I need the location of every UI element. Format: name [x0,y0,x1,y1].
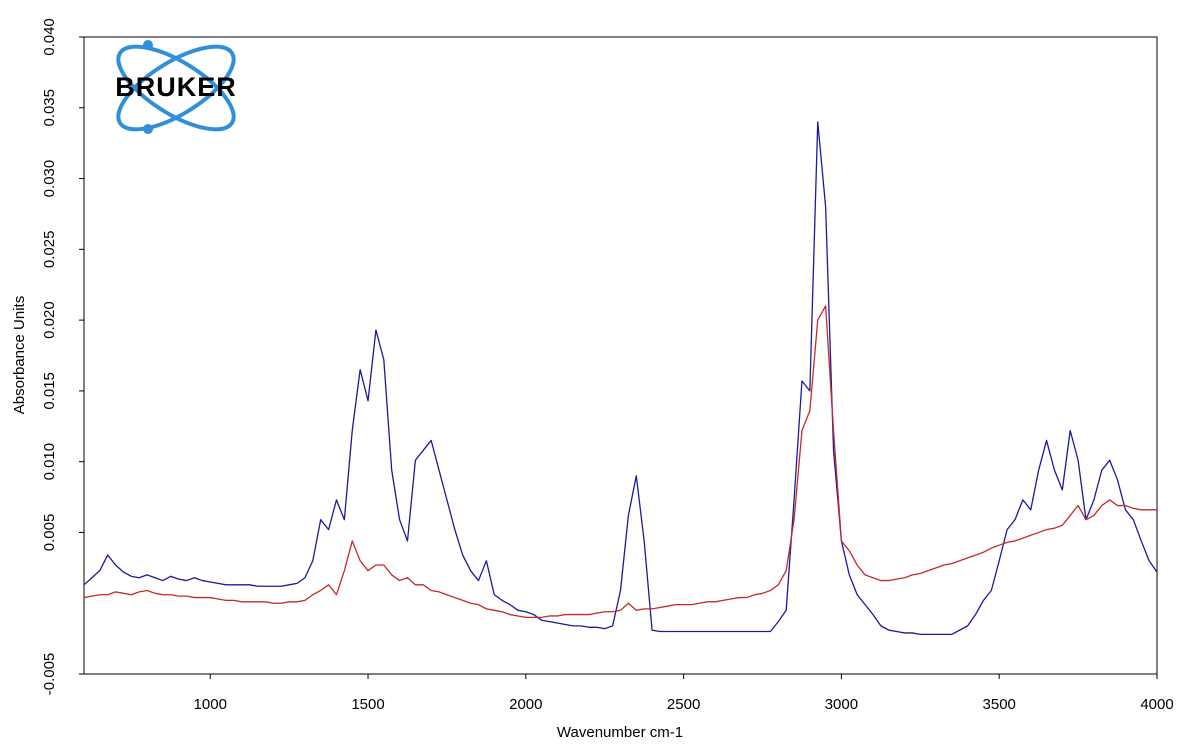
x-tick-label: 4000 [1140,696,1173,713]
y-tick-label: 0.030 [41,160,58,198]
logo-dot [143,124,153,134]
logo-orbit [116,44,236,132]
x-tick-label: 3000 [825,696,858,713]
y-axis-title: Absorbance Units [11,296,28,414]
y-tick-label: 0.020 [41,301,58,339]
y-tick-label: 0.005 [41,514,58,552]
y-tick-label: 0.040 [41,18,58,56]
x-tick-label: 2000 [509,696,542,713]
logo-dot [143,40,153,50]
logo-text: BRUKER [115,72,237,102]
y-tick-label: -0.005 [41,653,58,696]
x-axis-title: Wavenumber cm-1 [557,724,683,741]
x-tick-label: 2500 [667,696,700,713]
spectrum-line [83,305,1157,619]
logo: BRUKER [115,40,237,134]
y-tick-label: 0.015 [41,372,58,410]
y-tick-label: 0.010 [41,443,58,481]
x-tick-label: 1000 [194,696,227,713]
spectrum-line [83,121,1158,636]
x-tick-label: 3500 [983,696,1016,713]
plot-frame [83,36,1158,675]
logo-orbit [116,44,236,132]
x-tick-label: 1500 [351,696,384,713]
y-tick-label: 0.025 [41,231,58,269]
y-tick-label: 0.035 [41,89,58,127]
